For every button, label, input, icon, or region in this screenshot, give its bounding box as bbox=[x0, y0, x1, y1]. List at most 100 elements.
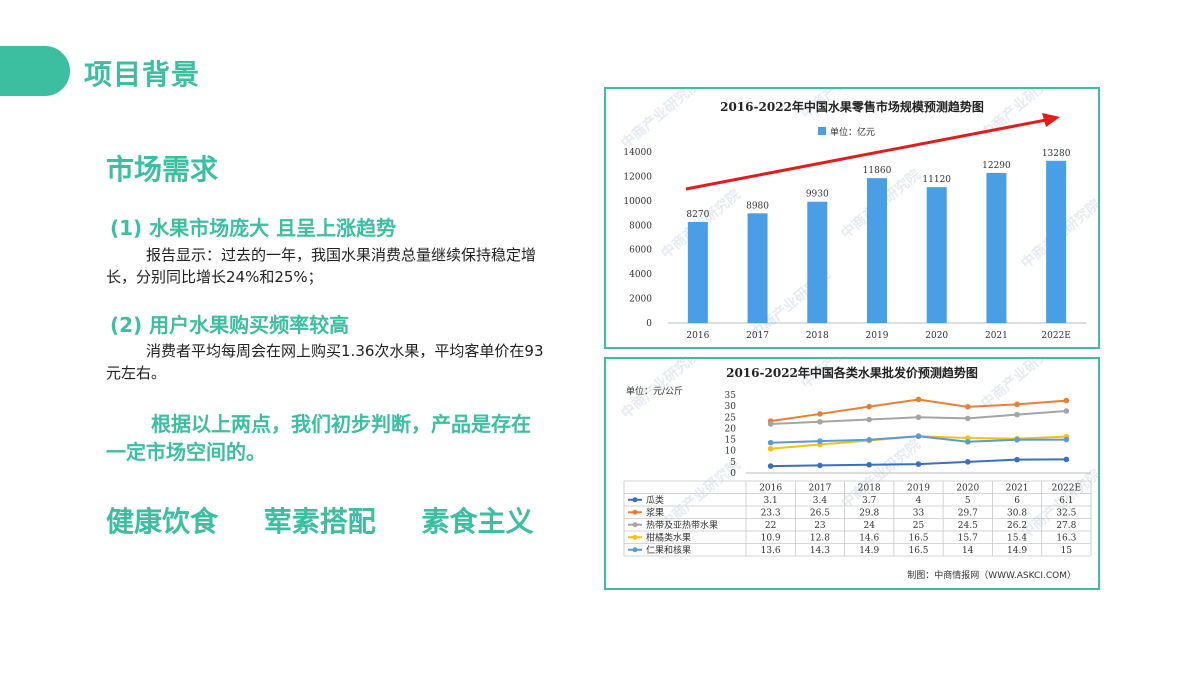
chart2-cell-2-3: 25 bbox=[913, 521, 925, 531]
chart1-legend-swatch bbox=[818, 127, 826, 135]
chart2-point-0-3 bbox=[915, 461, 922, 467]
chart2-point-1-4 bbox=[964, 404, 971, 410]
chart2-cell-1-6: 32.5 bbox=[1056, 509, 1076, 519]
tag-vegetarianism: 素食主义 bbox=[421, 505, 534, 538]
chart2-cell-3-1: 12.8 bbox=[810, 534, 830, 544]
chart2-point-2-4 bbox=[964, 415, 971, 422]
chart2-cell-3-2: 14.6 bbox=[859, 534, 879, 544]
chart2-cell-2-6: 27.8 bbox=[1056, 521, 1076, 531]
chart1-value-label-2021: 12290 bbox=[982, 161, 1011, 171]
chart1-bar-2019 bbox=[867, 178, 887, 323]
chart2-xtick-6: 2022E bbox=[1052, 484, 1081, 494]
chart1-bar-2017 bbox=[747, 213, 768, 323]
chart2-point-0-5 bbox=[1014, 456, 1020, 463]
chart1-ytick-0: 0 bbox=[646, 319, 652, 329]
chart2-cell-1-4: 29.7 bbox=[958, 509, 978, 519]
chart1-trend-arrow-line bbox=[685, 118, 1047, 191]
point1-title: (1) 水果市场庞大 且呈上涨趋势 bbox=[110, 216, 397, 240]
chart2-cell-3-3: 16.5 bbox=[908, 534, 928, 544]
chart2-point-0-0 bbox=[767, 463, 774, 469]
chart2-cell-3-4: 15.7 bbox=[958, 534, 978, 544]
chart2-cell-4-0: 13.6 bbox=[761, 546, 781, 556]
chart2-ytick-4: 20 bbox=[725, 424, 737, 434]
chart2-cell-0-6: 6.1 bbox=[1059, 496, 1073, 506]
chart1-legend-label: 单位：亿元 bbox=[830, 126, 875, 138]
chart1-ytick-5: 10000 bbox=[623, 197, 652, 207]
chart2-ytick-5: 25 bbox=[725, 413, 737, 423]
chart1-bar-2020 bbox=[926, 187, 947, 323]
title-tab-decoration bbox=[0, 46, 70, 96]
chart2-cell-3-5: 15.4 bbox=[1007, 534, 1027, 544]
chart2-point-2-1 bbox=[817, 418, 823, 425]
chart2-legend-marker-2 bbox=[632, 522, 638, 528]
chart2-point-1-5 bbox=[1014, 401, 1020, 408]
tag-healthy-diet: 健康饮食 bbox=[106, 505, 219, 538]
conclusion-text: 根据以上两点，我们初步判断，产品是存在一定市场空间的。 bbox=[106, 412, 531, 464]
page-title: 项目背景 bbox=[84, 58, 201, 91]
chart2-legend-label-2: 热带及亚热带水果 bbox=[646, 519, 718, 531]
chart2-cell-4-4: 14 bbox=[962, 546, 974, 556]
chart2-xtick-3: 2019 bbox=[907, 484, 930, 494]
watermark-text-0: 中商产业研究院 bbox=[618, 89, 704, 152]
chart2-point-4-1 bbox=[817, 438, 823, 444]
chart2-cell-2-5: 26.2 bbox=[1007, 521, 1027, 531]
chart2-cell-1-1: 26.5 bbox=[810, 509, 830, 519]
chart2-cell-0-5: 6 bbox=[1014, 496, 1020, 506]
chart1-value-label-2017: 8980 bbox=[746, 201, 769, 211]
chart2-cell-1-5: 30.8 bbox=[1007, 509, 1027, 519]
chart2-point-1-3 bbox=[915, 396, 922, 403]
chart2-ytick-2: 10 bbox=[725, 447, 737, 457]
chart1-ytick-6: 12000 bbox=[623, 172, 652, 182]
chart2-point-2-6 bbox=[1063, 408, 1070, 414]
chart2-point-2-0 bbox=[767, 421, 774, 427]
chart2-xtick-0: 2016 bbox=[759, 484, 782, 494]
chart2-cell-2-1: 23 bbox=[814, 521, 826, 531]
chart2-cell-0-4: 5 bbox=[965, 496, 971, 506]
chart2-cell-0-0: 3.1 bbox=[763, 496, 777, 506]
point2-title: (2) 用户水果购买频率较高 bbox=[110, 313, 350, 337]
chart2-legend-label-0: 瓜类 bbox=[646, 494, 664, 506]
chart2-legend-label-4: 仁果和核果 bbox=[646, 544, 691, 556]
section-title: 市场需求 bbox=[106, 153, 219, 186]
chart1-xtick-6: 2022E bbox=[1041, 331, 1070, 341]
chart2-cell-3-0: 10.9 bbox=[761, 534, 781, 544]
chart2-source-label: 制图：中商情报网（WWW.ASKCI.COM） bbox=[907, 569, 1076, 581]
chart2-point-4-0 bbox=[767, 439, 774, 446]
chart2-point-2-5 bbox=[1014, 411, 1020, 418]
chart2-cell-1-3: 33 bbox=[913, 509, 925, 519]
chart2-cell-4-3: 16.5 bbox=[908, 546, 928, 556]
chart2-cell-4-2: 14.9 bbox=[859, 546, 879, 556]
chart2-point-0-4 bbox=[964, 459, 971, 465]
chart2-cell-0-3: 4 bbox=[916, 496, 922, 506]
chart2-point-4-4 bbox=[964, 439, 971, 445]
chart2-point-4-2 bbox=[866, 436, 873, 443]
chart2-point-4-5 bbox=[1014, 436, 1020, 443]
chart2-point-3-0 bbox=[767, 445, 774, 452]
chart1-ytick-3: 6000 bbox=[629, 246, 652, 256]
chart2-cell-0-1: 3.4 bbox=[813, 496, 828, 506]
chart2-ytick-6: 30 bbox=[725, 402, 737, 412]
chart1-bar-2016 bbox=[687, 221, 708, 323]
chart2-legend-marker-4 bbox=[632, 547, 638, 553]
chart1-bar-2018 bbox=[807, 201, 828, 323]
chart1-ytick-4: 8000 bbox=[629, 221, 652, 231]
chart2-ytick-7: 35 bbox=[725, 391, 737, 401]
retail-market-chart: 中商产业研究院中商产业研究院中商产业研究院中商产业研究院中商产业研究院中商产业研… bbox=[604, 87, 1100, 349]
chart1-xtick-3: 2019 bbox=[866, 331, 889, 341]
chart2-cell-4-6: 15 bbox=[1061, 546, 1073, 556]
chart1-xtick-5: 2021 bbox=[985, 331, 1008, 341]
chart2-xtick-4: 2020 bbox=[956, 484, 979, 494]
chart2-cell-1-2: 29.8 bbox=[859, 509, 879, 519]
chart2-unit-label: 单位：元/公斤 bbox=[626, 385, 683, 397]
chart1-xtick-0: 2016 bbox=[686, 331, 709, 341]
chart2-point-0-6 bbox=[1063, 456, 1070, 463]
tag-list: 健康饮食 荤素搭配 素食主义 bbox=[106, 500, 534, 540]
chart2-title: 2016-2022年中国各类水果批发价预测趋势图 bbox=[726, 365, 978, 380]
chart1-value-label-2019: 11860 bbox=[863, 166, 892, 176]
chart2-point-1-1 bbox=[817, 411, 823, 417]
chart2-point-4-3 bbox=[915, 433, 922, 440]
chart2-ytick-0: 0 bbox=[730, 469, 736, 479]
chart2-point-1-6 bbox=[1063, 397, 1070, 404]
chart1-ytick-1: 2000 bbox=[629, 295, 652, 305]
chart1-trend-arrow-head bbox=[1042, 113, 1060, 127]
